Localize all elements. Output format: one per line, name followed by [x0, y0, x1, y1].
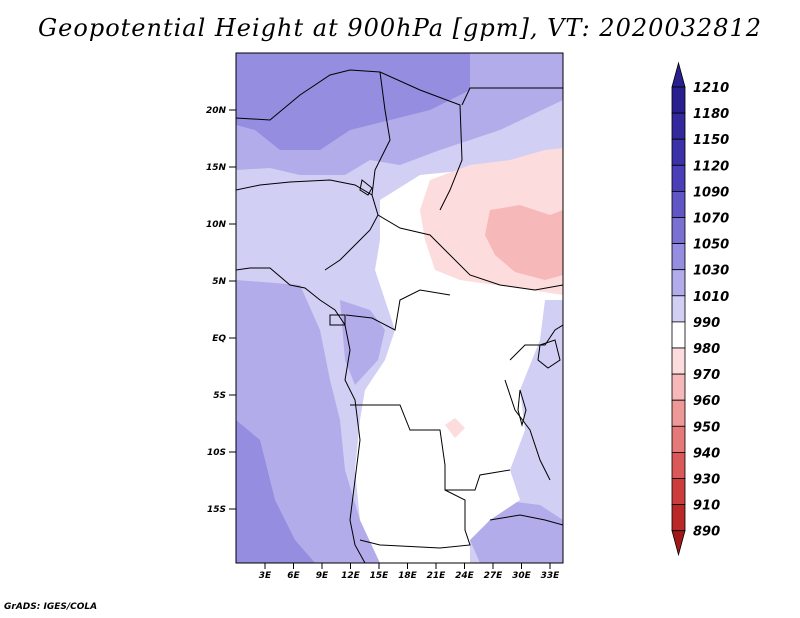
border-line: [509, 324, 563, 361]
colorbar-segment: [671, 347, 686, 375]
colorbar-segment: [671, 164, 686, 192]
coastlines-borders: [236, 69, 563, 563]
colorbar-label: 1070: [693, 212, 729, 227]
lake-outline: [517, 389, 527, 427]
colorbar-segment: [671, 451, 686, 479]
colorbar-segment: [671, 321, 686, 349]
colorbar-label: 1050: [693, 238, 729, 253]
colorbar-label: 980: [693, 342, 720, 357]
latitude-axis: 20N 15N 10N 5N EQ 5S 10S 15S: [206, 106, 236, 515]
lon-label: 3E: [259, 571, 272, 581]
colorbar-bottom-arrow: [671, 530, 686, 557]
colorbar-segment: [671, 425, 686, 453]
colorbar-segment: [671, 269, 686, 297]
lat-label: 5N: [212, 277, 226, 287]
field-980-spot: [445, 418, 465, 438]
lon-label: 33E: [541, 571, 561, 581]
colorbar-label: 1180: [693, 107, 729, 122]
lon-label: 30E: [512, 571, 532, 581]
lat-label: EQ: [212, 334, 226, 344]
border-line: [489, 514, 563, 526]
colorbar-top-arrow: [671, 61, 686, 88]
colorbar-label: 1210: [693, 81, 729, 96]
colorbar-segment: [671, 217, 686, 245]
colorbar-segment: [671, 478, 686, 506]
colorbar: 1210 1180 1150 1120 1090 1070 1050 1030 1010 990 9…: [671, 61, 729, 557]
colorbar-label: 910: [693, 499, 720, 514]
lon-label: 21E: [427, 571, 447, 581]
lat-label: 15N: [206, 163, 227, 173]
colorbar-segment: [671, 190, 686, 218]
colorbar-segment: [671, 373, 686, 401]
lat-label: 15S: [207, 505, 226, 515]
field-1030-gulf: [340, 300, 385, 385]
lon-label: 18E: [398, 571, 418, 581]
colorbar-label: 1150: [693, 133, 729, 148]
border-line: [504, 379, 551, 481]
lat-label: 10N: [206, 220, 227, 230]
colorbar-segment: [671, 243, 686, 271]
grads-credit: GrADS: IGES/COLA: [4, 602, 98, 612]
lake-outline: [359, 179, 373, 196]
border-line: [461, 87, 563, 106]
lon-label: 27E: [484, 571, 504, 581]
colorbar-segment: [671, 138, 686, 166]
colorbar-label: 970: [693, 368, 720, 383]
border-line: [359, 489, 471, 549]
lon-label: 15E: [370, 571, 390, 581]
longitude-axis: 3E 6E 9E 12E 15E 18E 21E 24E 27E 30E 33E: [259, 563, 560, 581]
border-line: [329, 314, 346, 326]
colorbar-segment: [671, 295, 686, 323]
colorbar-segment: [671, 112, 686, 140]
field-1050-southwest: [236, 420, 315, 563]
lon-label: 9E: [316, 571, 329, 581]
colorbar-label: 930: [693, 473, 720, 488]
colorbar-label: 1120: [693, 159, 729, 174]
colorbar-label: 950: [693, 420, 720, 435]
border-line: [377, 214, 563, 291]
height-field: [236, 53, 563, 563]
border-line: [345, 289, 451, 331]
colorbar-segment: [671, 86, 686, 114]
lat-label: 10S: [207, 448, 226, 458]
lon-label: 24E: [455, 571, 475, 581]
colorbar-label: 1010: [693, 290, 729, 305]
chart-title: Geopotential Height at 900hPa [gpm], VT:…: [38, 14, 762, 42]
lon-label: 12E: [341, 571, 361, 581]
colorbar-label: 940: [693, 446, 720, 461]
colorbar-label: 990: [693, 316, 720, 331]
colorbar-label: 1030: [693, 264, 729, 279]
lake-outline: [537, 339, 561, 369]
coastline: [236, 267, 366, 563]
colorbar-segment: [671, 399, 686, 427]
border-line: [350, 404, 511, 491]
border-line: [371, 71, 391, 196]
colorbar-label: 1090: [693, 185, 729, 200]
field-970-core: [485, 205, 563, 280]
colorbar-label: 960: [693, 394, 720, 409]
colorbar-label: 890: [693, 525, 720, 540]
lat-label: 5S: [213, 391, 226, 401]
lon-label: 6E: [287, 571, 300, 581]
map-frame: [235, 52, 564, 564]
field-1050-north: [236, 53, 470, 150]
lat-label: 20N: [206, 106, 227, 116]
colorbar-segment: [671, 504, 686, 532]
